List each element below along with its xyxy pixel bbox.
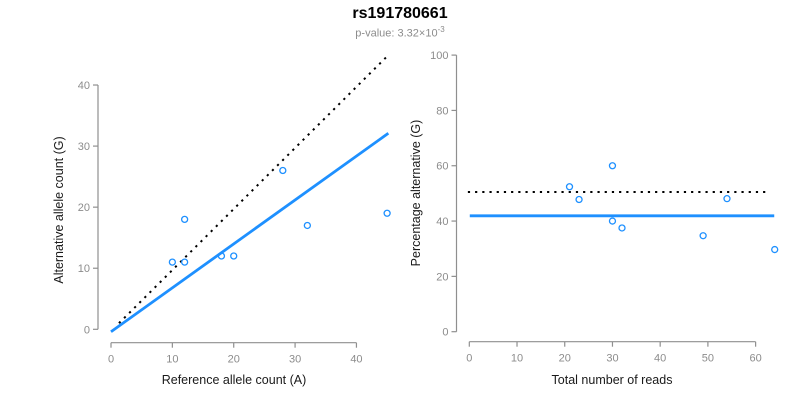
y-tick-label: 0 [442, 327, 448, 339]
data-point [699, 232, 707, 240]
data-point [608, 217, 617, 225]
x-tick-label: 10 [511, 353, 523, 365]
data-point [565, 183, 574, 191]
x-tick-label: 40 [350, 354, 362, 366]
y-tick-label: 100 [430, 50, 448, 62]
y-axis-title: Alternative allele count (G) [52, 136, 66, 283]
data-point [723, 195, 731, 203]
y-tick-label: 80 [436, 105, 448, 117]
data-point [618, 224, 626, 232]
x-tick-label: 10 [166, 354, 178, 366]
identity-line [118, 56, 388, 324]
data-point [608, 162, 617, 170]
p-value-subtitle: p-value: 3.32×10-3 [0, 25, 800, 40]
x-tick-label: 0 [108, 354, 114, 366]
data-point [303, 221, 312, 230]
y-tick-label: 60 [436, 161, 448, 173]
x-axis-title: Total number of reads [552, 373, 673, 387]
y-tick-label: 40 [78, 80, 90, 92]
x-tick-label: 30 [289, 354, 301, 366]
y-tick-label: 40 [436, 216, 448, 228]
x-tick-label: 0 [466, 353, 472, 365]
data-point [575, 195, 583, 204]
y-tick-label: 10 [78, 263, 90, 275]
data-point [279, 166, 287, 175]
x-tick-label: 40 [654, 353, 666, 365]
data-point [217, 252, 226, 260]
fit-line [110, 132, 390, 333]
y-tick-label: 30 [78, 141, 90, 153]
page-title: rs191780661 [352, 5, 448, 22]
allele-count-scatter: 0 10 20 30 40 0 10 20 30 40 Reference allele count… [52, 56, 391, 387]
data-point [383, 209, 391, 217]
percentage-reads-scatter: 0 20 40 60 80 100 0 10 20 30 40 50 60 Total number of… [409, 50, 779, 387]
x-tick-label: 30 [606, 353, 618, 365]
y-tick-label: 0 [84, 324, 90, 336]
x-tick-label: 20 [228, 354, 240, 366]
x-tick-label: 20 [559, 353, 571, 365]
p-value-exponent: -3 [437, 25, 445, 34]
y-tick-label: 20 [78, 202, 90, 214]
y-tick-label: 20 [436, 271, 448, 283]
p-value-text: p-value: 3.32×10 [355, 27, 438, 40]
data-point [230, 252, 238, 260]
data-point [771, 245, 779, 254]
x-tick-label: 50 [702, 353, 714, 365]
data-point [180, 215, 189, 224]
y-axis-title: Percentage alternative (G) [409, 120, 423, 267]
x-tick-label: 60 [749, 353, 761, 365]
data-point [168, 258, 177, 266]
x-axis-title: Reference allele count (A) [162, 373, 307, 387]
data-point [180, 258, 189, 266]
